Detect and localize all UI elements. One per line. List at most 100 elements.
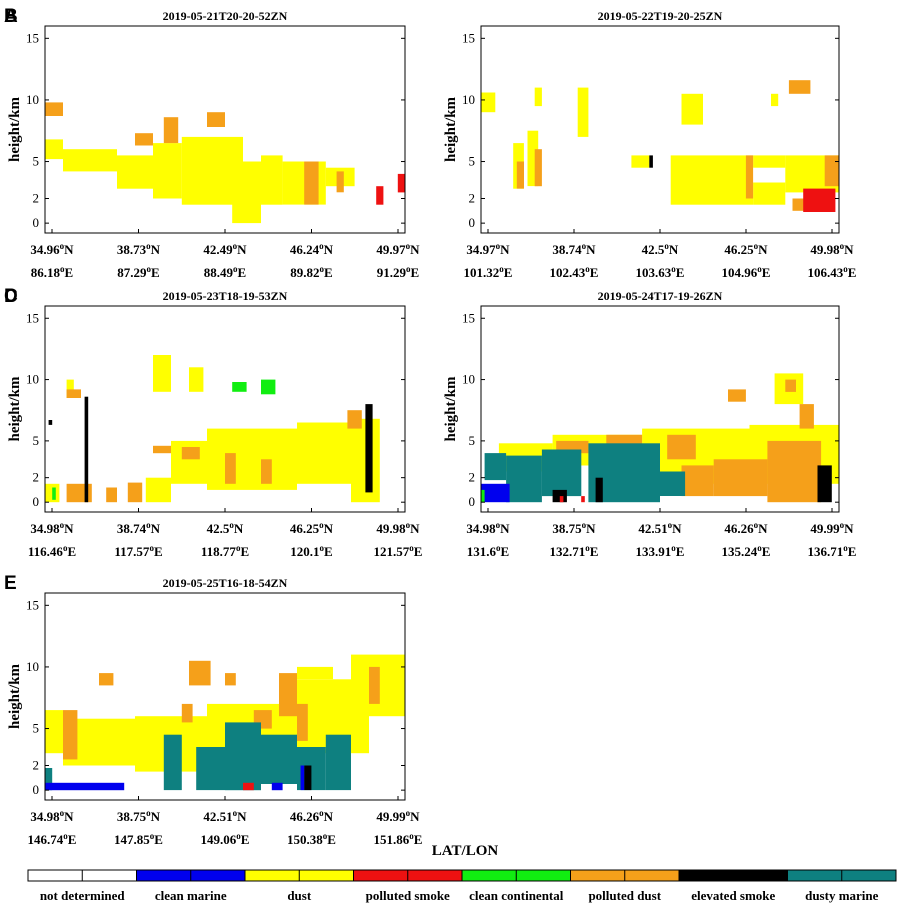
layer-clean-marine bbox=[300, 765, 305, 791]
x-tick-lat: 42.51oN bbox=[638, 520, 682, 536]
panel-a: A 2019-05-21T20-20-52ZN 0 2 5 10 15 height/km 34… bbox=[4, 6, 420, 280]
y-axis-label: height/km bbox=[7, 96, 23, 162]
y-tick-label: 5 bbox=[33, 721, 40, 736]
layer-polluted-dust bbox=[369, 666, 380, 704]
x-tick-lon: 147.85oE bbox=[114, 831, 163, 847]
layer-dusty-marine bbox=[261, 734, 297, 784]
y-tick-label: 5 bbox=[33, 433, 40, 448]
layer-dusty-marine bbox=[225, 722, 261, 791]
layer-dust bbox=[45, 139, 63, 160]
legend-label-polluted-dust: polluted dust bbox=[588, 888, 661, 903]
panel-e: E 2019-05-25T16-18-54ZN 0 2 5 10 15 height/km 34… bbox=[4, 573, 422, 847]
x-tick-lat: 49.99oN bbox=[376, 808, 420, 824]
legend-label-dusty-marine: dusty marine bbox=[805, 888, 879, 903]
x-tick-lon: 106.43oE bbox=[808, 264, 857, 280]
layer-polluted-dust bbox=[127, 482, 143, 503]
x-tick-lon: 86.18oE bbox=[31, 264, 73, 280]
layer-polluted-dust bbox=[728, 389, 746, 402]
panel-label: B bbox=[4, 6, 18, 27]
x-tick-lon: 104.96oE bbox=[722, 264, 771, 280]
layer-polluted-dust bbox=[66, 389, 81, 398]
y-tick-label: 15 bbox=[26, 597, 39, 612]
x-tick-lon: 151.86oE bbox=[374, 831, 423, 847]
x-tick-lon: 146.74oE bbox=[28, 831, 77, 847]
x-tick-lon: 118.77oE bbox=[201, 543, 249, 559]
layer-polluted-dust bbox=[516, 161, 524, 189]
layer-dust bbox=[670, 155, 753, 205]
legend-label-clean-continental: clean continental bbox=[469, 888, 564, 903]
x-tick-lat: 42.49oN bbox=[203, 241, 247, 257]
x-tick-lat: 34.98oN bbox=[30, 520, 74, 536]
layer-polluted-smoke bbox=[243, 782, 254, 791]
x-tick-lat: 49.97oN bbox=[376, 241, 420, 257]
x-tick-lat: 42.51oN bbox=[203, 808, 247, 824]
x-tick-lat: 38.75oN bbox=[117, 808, 161, 824]
y-tick-label: 5 bbox=[33, 154, 40, 169]
x-tick-lon: 102.43oE bbox=[550, 264, 599, 280]
layer-elevated-smoke bbox=[365, 404, 373, 493]
layer-elevated-smoke bbox=[304, 765, 312, 791]
layer-polluted-dust bbox=[745, 155, 754, 199]
layer-polluted-smoke bbox=[559, 496, 564, 503]
layer-dust bbox=[207, 428, 297, 490]
layer-polluted-dust bbox=[304, 161, 319, 205]
layer-polluted-smoke bbox=[803, 188, 836, 212]
y-tick-label: 10 bbox=[462, 92, 475, 107]
layer-dusty-marine bbox=[325, 734, 351, 791]
x-tick-lat: 46.25oN bbox=[724, 241, 768, 257]
layer-dusty-marine bbox=[541, 449, 582, 497]
legend-label-clean-marine: clean marine bbox=[155, 888, 227, 903]
layer-polluted-dust bbox=[261, 459, 272, 484]
layer-clean-marine bbox=[45, 782, 125, 791]
layer-dust bbox=[481, 92, 496, 113]
x-tick-lat: 46.26oN bbox=[290, 808, 334, 824]
x-tick-lat: 34.98oN bbox=[466, 520, 510, 536]
layer-elevated-smoke bbox=[48, 420, 53, 425]
layer-clean-marine bbox=[481, 483, 510, 503]
y-tick-label: 0 bbox=[469, 494, 476, 509]
layer-polluted-smoke bbox=[397, 173, 405, 193]
x-tick-lat: 46.25oN bbox=[290, 520, 334, 536]
layer-dust bbox=[66, 379, 74, 398]
layer-dust bbox=[577, 87, 589, 137]
layer-polluted-dust bbox=[534, 149, 542, 187]
y-tick-label: 2 bbox=[33, 470, 40, 485]
layer-polluted-dust bbox=[63, 710, 78, 760]
x-tick-lat: 38.74oN bbox=[117, 520, 161, 536]
x-tick-lat: 38.73oN bbox=[117, 241, 161, 257]
x-axis-label: LAT/LON bbox=[432, 843, 499, 859]
layer-polluted-dust bbox=[225, 453, 236, 484]
x-tick-lon: 132.71oE bbox=[550, 543, 599, 559]
layer-dusty-marine bbox=[506, 455, 542, 503]
layer-clean-continental bbox=[232, 382, 247, 392]
layer-dust bbox=[189, 367, 204, 392]
layer-dust bbox=[631, 155, 650, 168]
layer-dust bbox=[681, 93, 703, 125]
y-tick-label: 10 bbox=[26, 92, 39, 107]
x-tick-lon: 133.91oE bbox=[636, 543, 685, 559]
panel-title: 2019-05-25T16-18-54ZN bbox=[163, 576, 288, 590]
layer-polluted-dust bbox=[713, 459, 768, 497]
layer-polluted-dust bbox=[181, 447, 200, 460]
layer-polluted-dust bbox=[279, 673, 297, 717]
y-tick-label: 15 bbox=[26, 30, 39, 45]
layer-dust bbox=[297, 666, 333, 680]
legend-colorbar: not determined clean marine dust polluted s… bbox=[27, 869, 897, 903]
x-tick-lon: 136.71oE bbox=[808, 543, 857, 559]
x-tick-lat: 49.98oN bbox=[810, 241, 854, 257]
x-tick-lat: 42.5oN bbox=[642, 241, 679, 257]
layer-dust bbox=[527, 130, 539, 187]
panel-title: 2019-05-24T17-19-26ZN bbox=[598, 289, 723, 303]
layer-polluted-dust bbox=[767, 440, 822, 503]
x-tick-lon: 116.46oE bbox=[28, 543, 76, 559]
x-tick-lon: 149.06oE bbox=[201, 831, 250, 847]
layer-dust bbox=[261, 155, 283, 205]
layer-dust bbox=[753, 155, 786, 168]
panel-title: 2019-05-21T20-20-52ZN bbox=[163, 9, 288, 23]
x-tick-lat: 49.99oN bbox=[810, 520, 854, 536]
x-tick-lon: 87.29oE bbox=[117, 264, 159, 280]
legend-label-polluted-smoke: polluted smoke bbox=[366, 888, 450, 903]
layer-polluted-dust bbox=[681, 465, 714, 497]
x-tick-lon: 89.82oE bbox=[290, 264, 332, 280]
layer-dusty-marine bbox=[196, 747, 225, 791]
